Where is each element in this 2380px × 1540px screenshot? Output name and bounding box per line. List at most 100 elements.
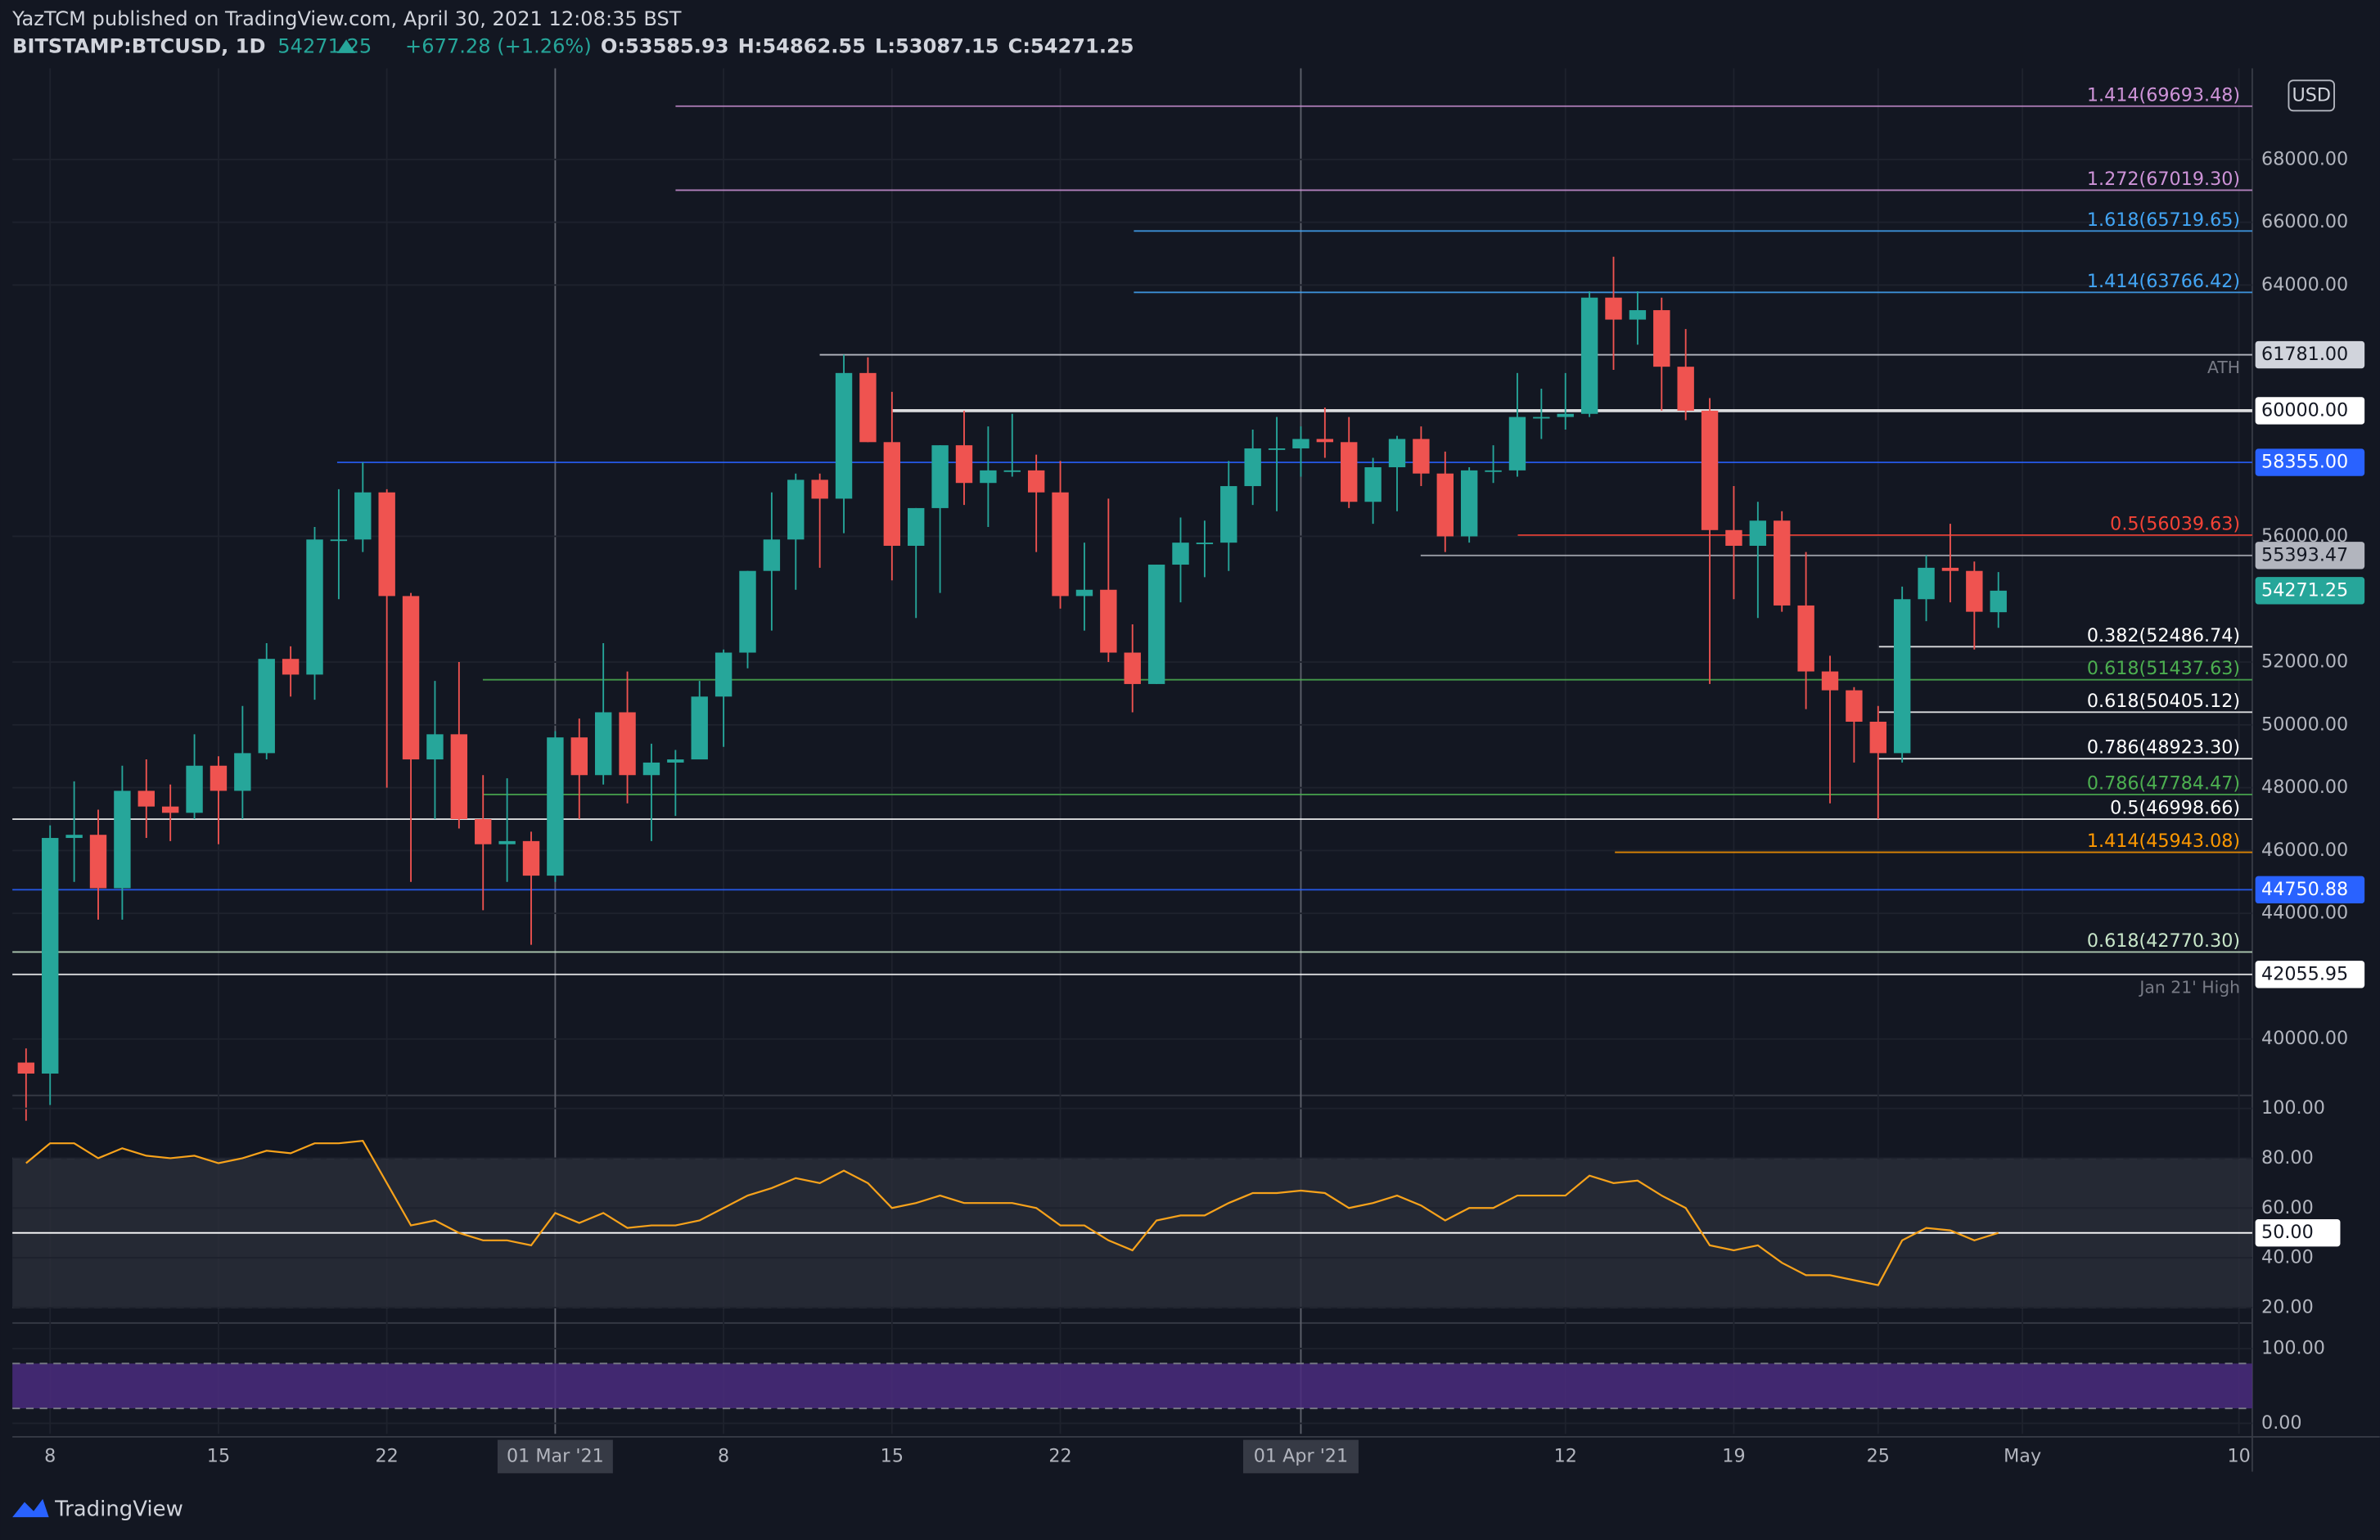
candle-body <box>619 712 636 776</box>
x-tick-box <box>1242 1439 1359 1474</box>
candle-body <box>1316 439 1334 443</box>
level-label: 1.414(45943.08) <box>2087 831 2240 852</box>
symbol: BITSTAMP:BTCUSD, 1D <box>12 34 265 57</box>
x-tick-label: 25 <box>1867 1446 1890 1467</box>
annotation: ATH <box>2207 358 2240 377</box>
x-tick-box <box>497 1439 613 1474</box>
price-box <box>2255 1218 2341 1247</box>
candle-body <box>1364 467 1382 502</box>
level-label: 0.618(50405.12) <box>2087 691 2240 712</box>
currency: USD <box>2292 84 2331 106</box>
candle-body <box>1966 570 1983 612</box>
candle-body <box>1075 589 1093 597</box>
price-box <box>2255 448 2365 476</box>
price-box-label: 55393.47 <box>2261 544 2348 565</box>
x-tick-label: May <box>2004 1446 2041 1467</box>
level-label: 0.618(42770.30) <box>2087 930 2240 952</box>
candle-body <box>234 753 251 791</box>
candle-body <box>1124 652 1141 684</box>
y-tick-label: 100.00 <box>2261 1338 2325 1359</box>
candle-body <box>1172 543 1189 565</box>
candle-body <box>1147 565 1165 684</box>
candle-body <box>1292 439 1309 448</box>
y-tick-label: 48000.00 <box>2261 777 2348 798</box>
y-tick-label: 0.00 <box>2261 1412 2302 1434</box>
candle-body <box>931 445 949 508</box>
x-tick-label: 15 <box>881 1446 904 1467</box>
y-tick-label: 80.00 <box>2261 1147 2314 1169</box>
candle-body <box>186 765 203 813</box>
candle-body <box>1220 486 1237 543</box>
price-box-label: 42055.95 <box>2261 963 2348 984</box>
candle-body <box>1653 310 1670 367</box>
currency-box[interactable] <box>2288 79 2335 112</box>
candle-body <box>1701 410 1719 530</box>
candle-body <box>594 712 612 776</box>
candle-body <box>89 835 107 889</box>
candle-body <box>1990 590 2007 613</box>
y-tick-label: 40.00 <box>2261 1247 2314 1268</box>
candle-body <box>1388 439 1406 468</box>
close: C:54271.25 <box>1008 34 1134 57</box>
y-tick-label: 50000.00 <box>2261 714 2348 735</box>
x-tick-label: 01 Mar '21 <box>507 1446 604 1467</box>
candle-body <box>1413 439 1430 474</box>
candle-body <box>667 759 684 763</box>
candle-body <box>1918 567 1935 600</box>
level-label: 1.414(69693.48) <box>2087 84 2240 106</box>
candle-body <box>1749 520 1767 546</box>
x-tick-label: 22 <box>1048 1446 1071 1467</box>
price-box <box>2255 961 2365 988</box>
y-tick-label: 46000.00 <box>2261 840 2348 861</box>
candle-body <box>498 840 516 844</box>
y-tick-label: 20.00 <box>2261 1296 2314 1317</box>
price-box-label: 54271.25 <box>2261 579 2348 601</box>
rsi-line <box>25 1139 1999 1286</box>
x-tick-label: 22 <box>376 1446 399 1467</box>
level-label: 0.786(48923.30) <box>2087 737 2240 759</box>
price-box <box>2255 577 2365 605</box>
candle-body <box>378 492 395 597</box>
stoch-band <box>12 1363 2252 1409</box>
y-tick-label: 52000.00 <box>2261 651 2348 673</box>
publisher: YazTCM published on TradingView.com, Apr… <box>11 7 682 30</box>
candle-body <box>114 790 131 889</box>
candle-body <box>402 596 420 760</box>
candle-body <box>835 372 853 499</box>
level-label: 0.5(46998.66) <box>2110 798 2240 819</box>
candle-body <box>1557 413 1574 417</box>
y-tick-label: 68000.00 <box>2261 148 2348 169</box>
x-tick-label: 15 <box>207 1446 230 1467</box>
x-tick-label: 10 <box>2227 1446 2250 1467</box>
candle-body <box>739 570 756 653</box>
last-price: 54271.25 <box>277 34 372 57</box>
candle-body <box>547 737 564 876</box>
level-label: 0.5(56039.63) <box>2110 513 2240 534</box>
candle-body <box>161 806 179 813</box>
candle-body <box>1485 470 1502 472</box>
candle-body <box>1533 417 1550 419</box>
x-tick-label: 12 <box>1554 1446 1577 1467</box>
low: L:53087.15 <box>875 34 999 57</box>
candle-body <box>1244 448 1261 487</box>
candle-body <box>306 539 323 675</box>
open: O:53585.93 <box>601 34 729 57</box>
level-label: 1.414(63766.42) <box>2087 271 2240 292</box>
annotation: Jan 21' High <box>2138 978 2240 997</box>
candle-body <box>1605 297 1622 320</box>
candle-body <box>426 734 444 760</box>
candle-body <box>1941 567 1959 571</box>
candle-body <box>258 659 275 754</box>
candle-body <box>450 734 468 820</box>
y-tick-label: 60.00 <box>2261 1197 2314 1218</box>
candle-body <box>1268 448 1286 450</box>
level-label: 0.618(51437.63) <box>2087 658 2240 679</box>
candle-body <box>354 492 372 540</box>
x-tick-label: 01 Apr '21 <box>1254 1446 1348 1467</box>
candle-body <box>1508 417 1526 471</box>
candle-body <box>1725 529 1742 546</box>
price-box-label: 60000.00 <box>2261 399 2348 421</box>
logo: TradingView <box>12 1497 183 1521</box>
